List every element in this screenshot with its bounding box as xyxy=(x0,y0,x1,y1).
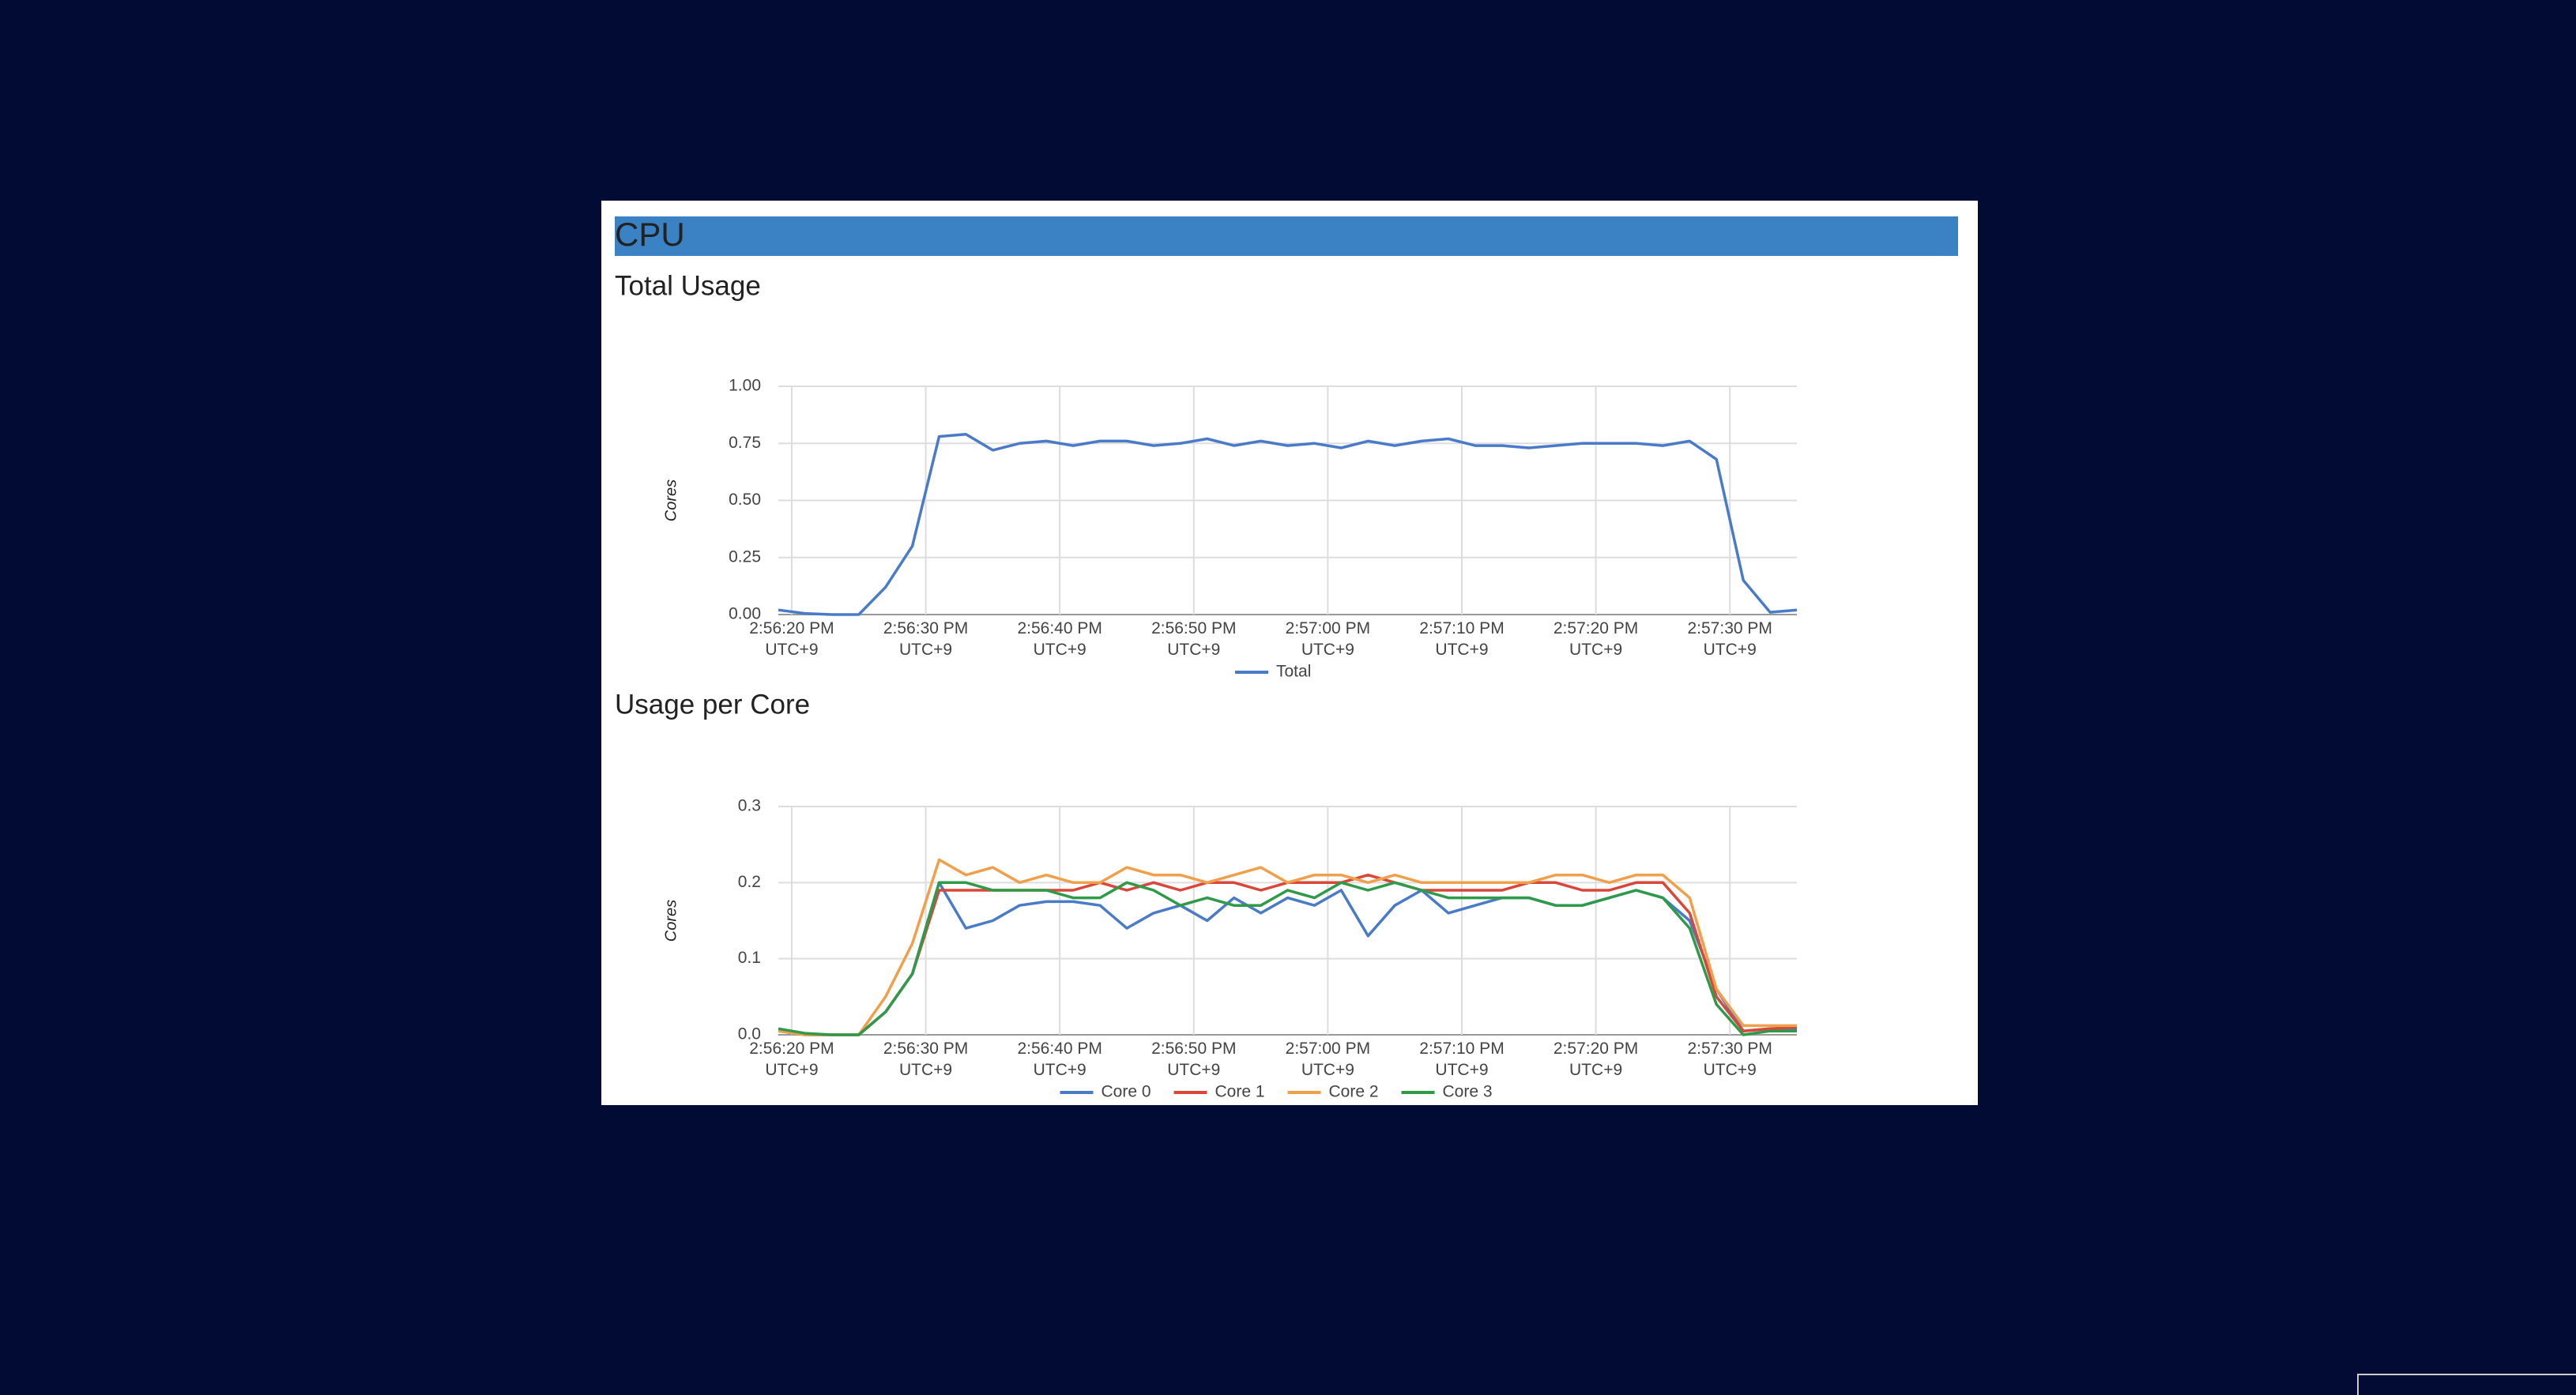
x-tick-line: 2:56:20 PM xyxy=(749,619,834,637)
x-tick-label: 2:57:20 PM UTC+9 xyxy=(1554,619,1638,659)
x-tick-line: 2:56:30 PM xyxy=(883,619,968,637)
x-tick-label: 2:56:20 PM UTC+9 xyxy=(749,1040,834,1079)
x-tick-line: UTC+9 xyxy=(1034,1061,1087,1079)
x-tick-line: 2:57:20 PM xyxy=(1554,1040,1638,1058)
chart-title: Total Usage xyxy=(615,270,761,301)
x-tick-label: 2:57:10 PM UTC+9 xyxy=(1419,619,1504,659)
x-tick-line: UTC+9 xyxy=(1435,641,1488,659)
legend-label: Core 0 xyxy=(1102,1083,1151,1101)
x-tick-label: 2:56:40 PM UTC+9 xyxy=(1017,1040,1102,1079)
x-tick-label: 2:57:00 PM UTC+9 xyxy=(1286,1040,1370,1079)
x-tick-line: UTC+9 xyxy=(899,641,952,659)
x-tick-line: 2:57:10 PM xyxy=(1419,1040,1504,1058)
x-tick-line: 2:56:20 PM xyxy=(749,1040,834,1058)
x-tick-line: 2:56:50 PM xyxy=(1151,1040,1236,1058)
y-tick-label: 0.50 xyxy=(729,491,761,509)
x-tick-line: 2:57:20 PM xyxy=(1554,619,1638,637)
x-tick-line: UTC+9 xyxy=(765,1061,818,1079)
y-tick-label: 0.2 xyxy=(738,873,761,891)
y-axis-label: Cores xyxy=(662,900,680,942)
series-line xyxy=(778,881,1797,1036)
x-tick-line: UTC+9 xyxy=(765,641,818,659)
x-tick-label: 2:57:20 PM UTC+9 xyxy=(1554,1040,1638,1079)
x-tick-label: 2:56:50 PM UTC+9 xyxy=(1151,619,1236,659)
x-tick-line: UTC+9 xyxy=(899,1061,952,1079)
x-tick-line: UTC+9 xyxy=(1034,641,1087,659)
y-tick-label: 0.75 xyxy=(729,434,761,452)
x-tick-line: 2:57:00 PM xyxy=(1286,1040,1370,1058)
x-tick-label: 2:56:30 PM UTC+9 xyxy=(883,1040,968,1079)
y-tick-label: 1.00 xyxy=(729,377,761,395)
x-tick-line: UTC+9 xyxy=(1704,1061,1757,1079)
x-tick-line: 2:56:40 PM xyxy=(1017,1040,1102,1058)
y-tick-label: 0.3 xyxy=(738,797,761,815)
x-tick-line: 2:57:10 PM xyxy=(1419,619,1504,637)
x-tick-line: UTC+9 xyxy=(1569,1061,1622,1079)
x-tick-label: 2:57:30 PM UTC+9 xyxy=(1687,1040,1772,1079)
y-tick-label: 0.1 xyxy=(738,949,761,967)
series-line xyxy=(778,858,1797,1036)
header-bar xyxy=(615,216,1958,256)
x-tick-line: 2:57:30 PM xyxy=(1687,1040,1772,1058)
x-tick-label: 2:56:40 PM UTC+9 xyxy=(1017,619,1102,659)
x-tick-line: UTC+9 xyxy=(1301,641,1354,659)
x-tick-label: 2:57:30 PM UTC+9 xyxy=(1687,619,1772,659)
header-title: CPU xyxy=(615,216,685,253)
y-tick-label: 0.0 xyxy=(738,1025,761,1043)
x-tick-label: 2:57:10 PM UTC+9 xyxy=(1419,1040,1504,1079)
x-tick-label: 2:57:00 PM UTC+9 xyxy=(1286,619,1370,659)
x-tick-line: 2:57:00 PM xyxy=(1286,619,1370,637)
x-tick-label: 2:56:50 PM UTC+9 xyxy=(1151,1040,1236,1079)
x-tick-line: UTC+9 xyxy=(1435,1061,1488,1079)
legend-label: Core 1 xyxy=(1215,1083,1265,1101)
x-tick-line: UTC+9 xyxy=(1569,641,1622,659)
chart-title: Usage per Core xyxy=(615,689,810,720)
x-tick-label: 2:56:30 PM UTC+9 xyxy=(883,619,968,659)
x-tick-line: 2:56:50 PM xyxy=(1151,619,1236,637)
corner-widget xyxy=(2357,1374,2576,1395)
legend-label: Core 3 xyxy=(1443,1083,1493,1101)
x-tick-line: UTC+9 xyxy=(1167,641,1220,659)
series-line xyxy=(778,432,1798,616)
legend-label: Core 2 xyxy=(1329,1083,1379,1101)
y-tick-label: 0.25 xyxy=(729,547,761,566)
x-tick-line: UTC+9 xyxy=(1301,1061,1354,1079)
y-tick-label: 0.00 xyxy=(729,605,761,623)
x-tick-line: 2:56:40 PM xyxy=(1017,619,1102,637)
y-axis-label: Cores xyxy=(662,479,680,521)
x-tick-line: UTC+9 xyxy=(1704,641,1757,659)
x-tick-line: 2:56:30 PM xyxy=(883,1040,968,1058)
x-tick-line: 2:57:30 PM xyxy=(1687,619,1772,637)
legend-label: Total xyxy=(1276,663,1311,681)
x-tick-label: 2:56:20 PM UTC+9 xyxy=(749,619,834,659)
x-tick-line: UTC+9 xyxy=(1167,1061,1220,1079)
panel xyxy=(601,201,1978,1105)
